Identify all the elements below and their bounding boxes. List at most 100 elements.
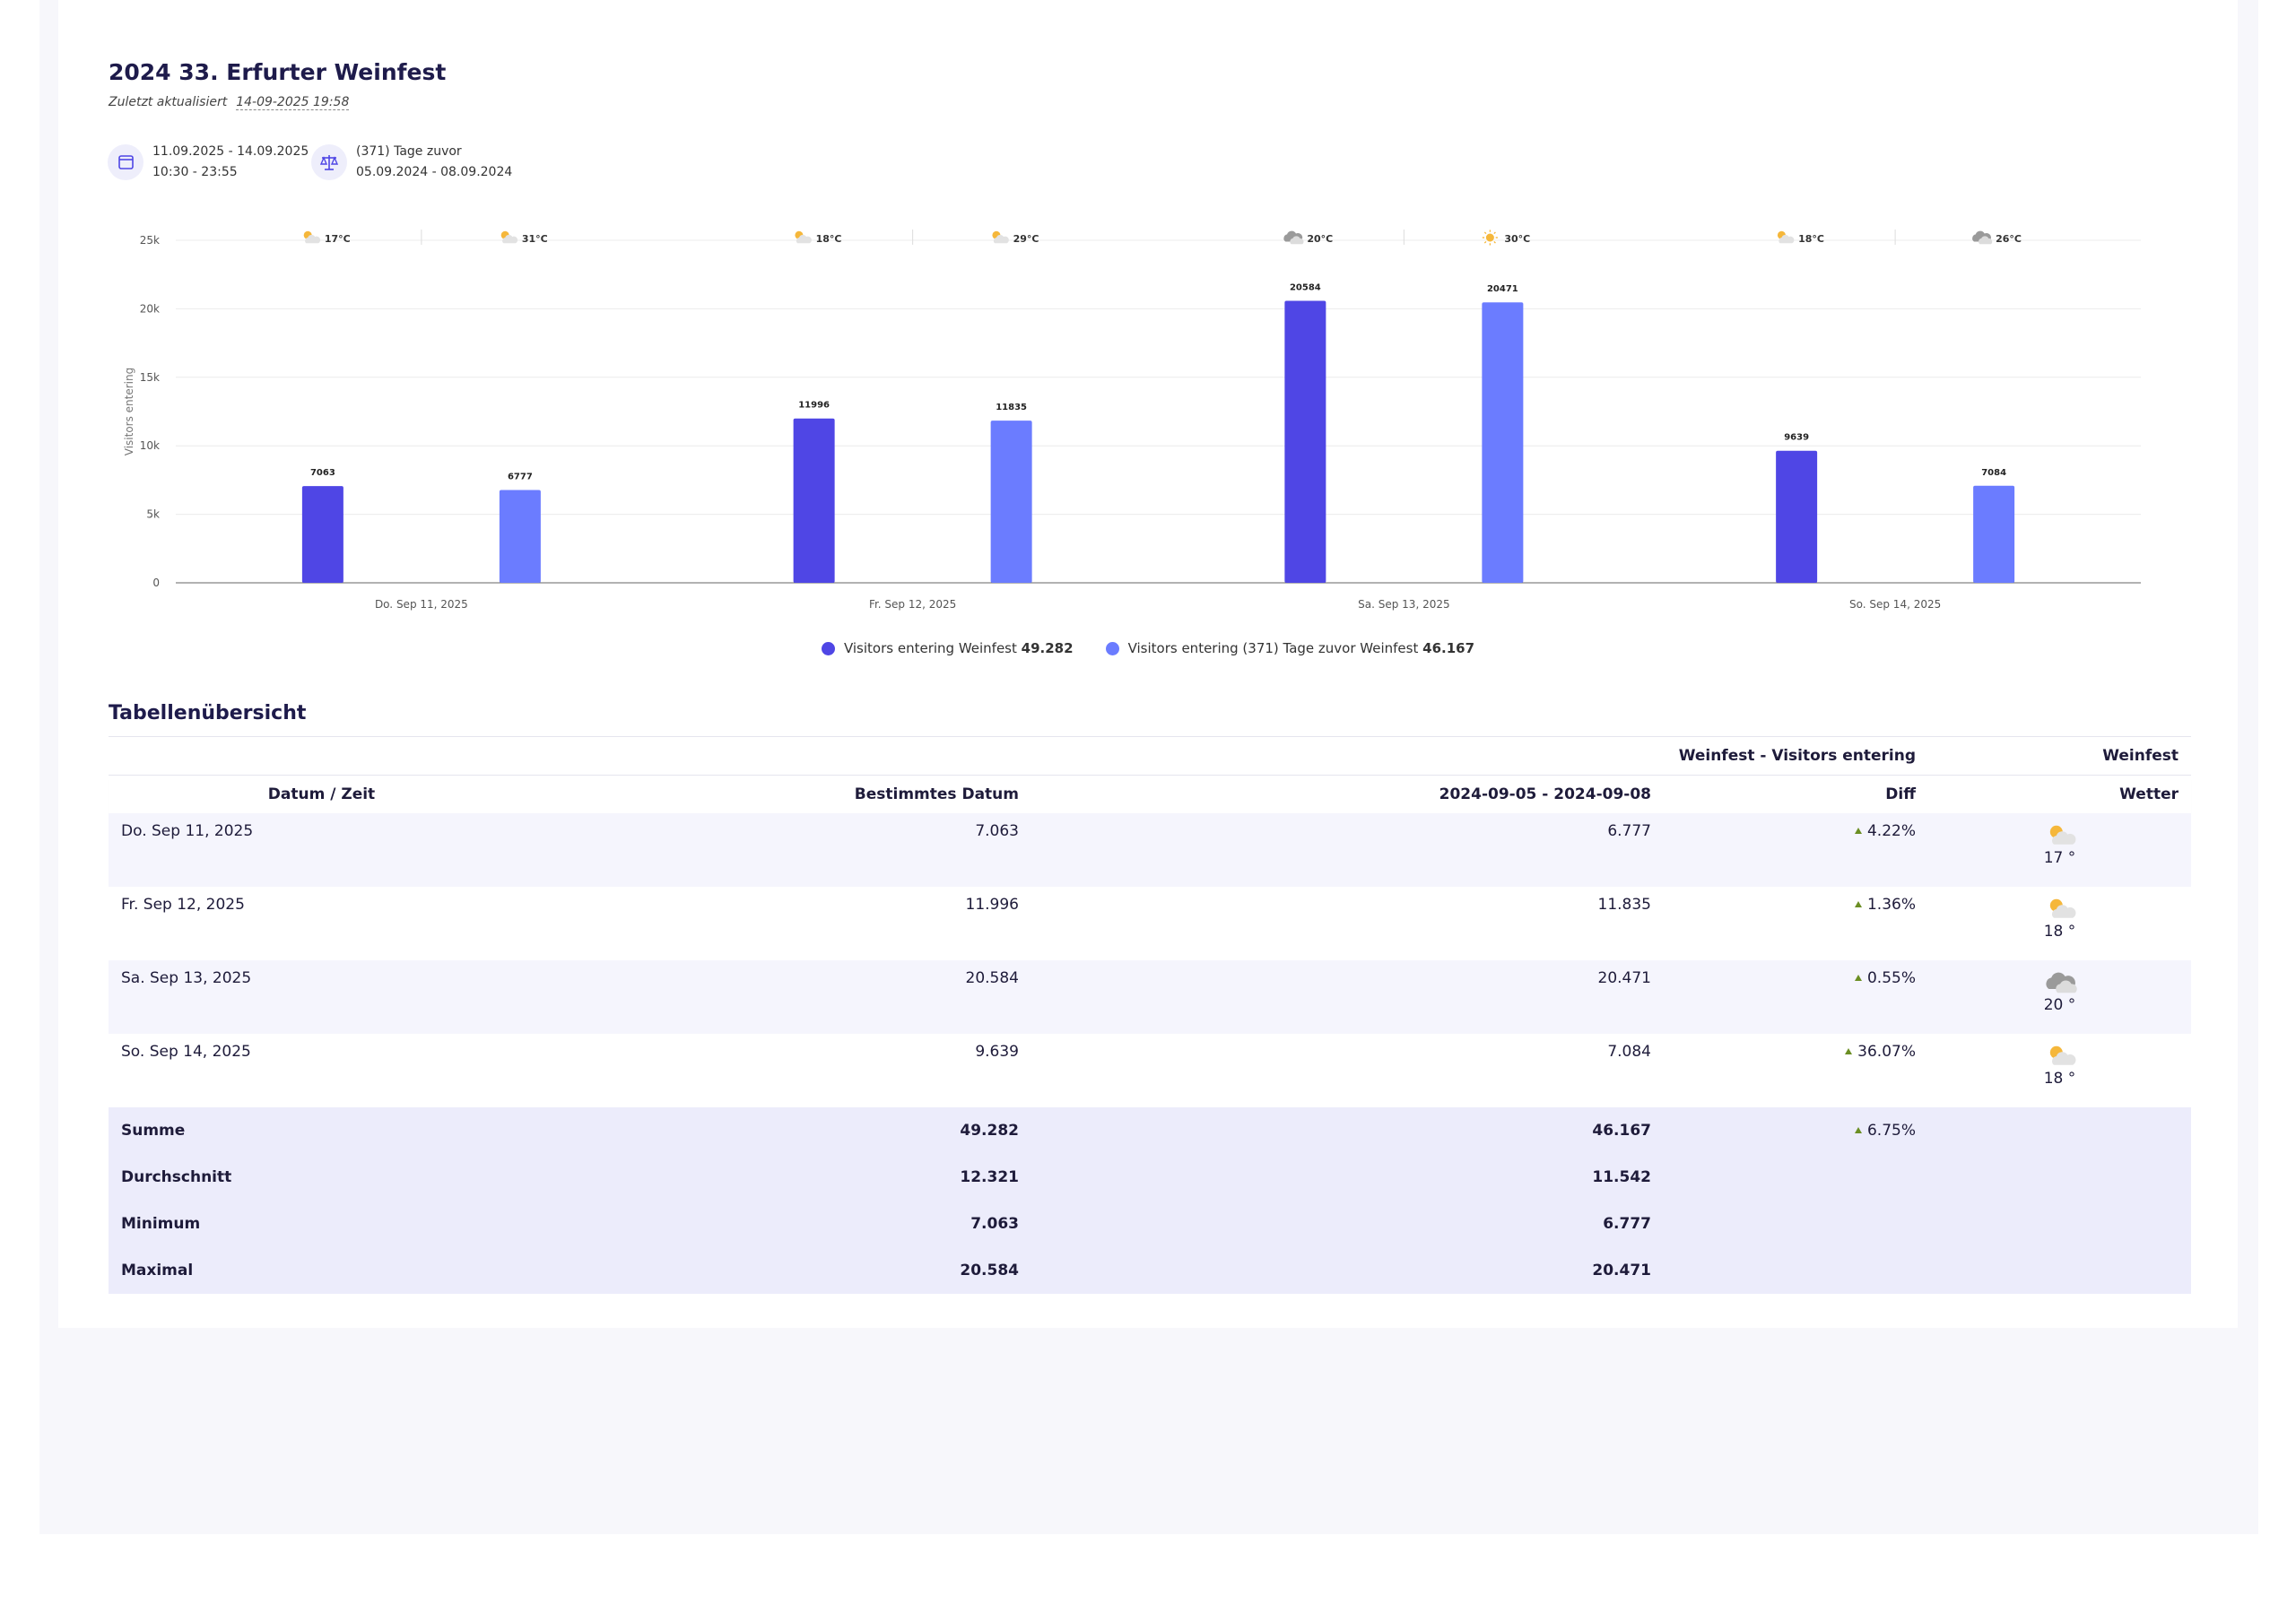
cloud <box>796 234 812 244</box>
diff-value: 4.22% <box>1866 822 1916 840</box>
summary-row: Durchschnitt 12.321 11.542 <box>109 1154 2191 1201</box>
cloud <box>305 234 321 244</box>
weather-cell: 18 ° <box>1928 887 2191 960</box>
summary-previous: 46.167 <box>1031 1107 1664 1154</box>
group-row: Weinfest - Visitors entering Weinfest <box>109 736 2191 776</box>
table-title: Tabellenübersicht <box>109 702 307 724</box>
up-arrow <box>1854 1127 1862 1133</box>
previous-cell: 6.777 <box>1031 813 1664 887</box>
value-label: 6777 <box>508 472 533 481</box>
current-cell: 11.996 <box>965 896 1019 914</box>
cloud <box>1290 236 1304 245</box>
weather-icon-box <box>2045 972 2077 993</box>
column-header: Bestimmtes Datum <box>535 775 1031 813</box>
legend: Visitors entering Weinfest 49.282 Visitor… <box>0 640 2296 656</box>
summary-current: 12.321 <box>535 1154 1031 1201</box>
cloud <box>993 234 1009 244</box>
updated: Zuletzt aktualisiert 14-09-2025 19:58 <box>109 95 350 110</box>
empty-header <box>1031 736 1664 776</box>
period: 11.09.2025 - 14.09.2025 10:30 - 23:55 <box>152 142 309 183</box>
diff-cell: 4.22% <box>1664 813 1928 887</box>
bar <box>1482 302 1524 583</box>
cloud <box>2051 831 2075 845</box>
bar <box>499 490 541 583</box>
summary-diff <box>1664 1201 1928 1247</box>
diff-value: 0.55% <box>1866 969 1916 987</box>
x-tick-label: Do. Sep 11, 2025 <box>375 598 468 611</box>
x-tick-label: Sa. Sep 13, 2025 <box>1358 598 1449 611</box>
table-row: So. Sep 14, 2025 9.639 7.084 36.07% 18 ° <box>109 1034 2191 1107</box>
summary-label: Minimum <box>109 1201 535 1247</box>
summary-row: Minimum 7.063 6.777 <box>109 1201 2191 1247</box>
legend-text: Visitors entering (371) Tage zuvor Weinf… <box>1128 640 1474 656</box>
page-title: 2024 33. Erfurter Weinfest <box>109 59 447 85</box>
header-row: Datum / Zeit Bestimmtes Datum 2024-09-05 -… <box>109 775 2191 813</box>
updated-label: Zuletzt aktualisiert <box>109 95 228 109</box>
summary-empty <box>1928 1107 2191 1154</box>
up-arrow <box>1854 901 1862 907</box>
legend-text: Visitors entering Weinfest 49.282 <box>844 640 1074 656</box>
period-times: 10:30 - 23:55 <box>152 165 238 179</box>
weather-icon <box>500 230 518 244</box>
weather-label: 20°C <box>1307 233 1333 245</box>
date-cell: Sa. Sep 13, 2025 <box>109 960 535 1034</box>
diff-cell: 36.07% <box>1664 1034 1928 1107</box>
bar <box>301 486 344 583</box>
compare-label: (371) Tage zuvor <box>356 144 462 159</box>
summary-empty <box>1928 1154 2191 1201</box>
table-row: Sa. Sep 13, 2025 20.584 20.471 0.55% 20 ° <box>109 960 2191 1034</box>
legend-dot <box>821 641 835 655</box>
date-cell: Fr. Sep 12, 2025 <box>121 896 245 914</box>
cloud <box>2055 980 2077 993</box>
cloud <box>502 234 518 244</box>
bar <box>1776 450 1818 583</box>
diff-value: 6.75% <box>1866 1122 1916 1140</box>
summary-label: Maximal <box>109 1247 535 1294</box>
summary-current: 49.282 <box>535 1107 1031 1154</box>
card <box>58 0 2238 1328</box>
y-tick-label: 0 <box>152 577 160 589</box>
bar <box>990 421 1032 583</box>
table-row: Fr. Sep 12, 2025 11.996 11.835 1.36% 18 ° <box>109 887 2191 960</box>
period-dates: 11.09.2025 - 14.09.2025 <box>152 144 309 159</box>
compare-dates: 05.09.2024 - 08.09.2024 <box>356 165 513 179</box>
weather-icon <box>303 230 321 244</box>
up-arrow <box>1854 975 1862 981</box>
legend-dot <box>1105 641 1119 655</box>
y-tick-label: 10k <box>140 439 160 452</box>
updated-time: 14-09-2025 19:58 <box>236 95 350 110</box>
summary-current: 7.063 <box>535 1201 1031 1247</box>
weather-cell: 17 ° <box>1928 813 2191 887</box>
summary-previous: 20.471 <box>1031 1247 1664 1294</box>
x-tick-label: Fr. Sep 12, 2025 <box>869 598 956 611</box>
date-cell: So. Sep 14, 2025 <box>121 1043 251 1061</box>
weather-temp: 20 ° <box>2043 996 2076 1014</box>
up-arrow <box>1854 828 1862 834</box>
weather-cell: 20 ° <box>1928 960 2191 1034</box>
up-arrow <box>1845 1048 1853 1054</box>
weather-icon-box <box>2049 825 2075 845</box>
summary-current: 20.584 <box>535 1247 1031 1294</box>
legend-name: Visitors entering (371) Tage zuvor Weinf… <box>1127 640 1419 656</box>
diff-cell: 0.55% <box>1664 960 1928 1034</box>
column-header: Diff <box>1664 775 1928 813</box>
legend-name: Visitors entering Weinfest <box>843 640 1017 656</box>
y-tick-label: 15k <box>140 371 160 384</box>
sun <box>1485 233 1494 242</box>
diff-cell: 1.36% <box>1664 887 1928 960</box>
sun-ray <box>1483 231 1487 235</box>
compare: (371) Tage zuvor 05.09.2024 - 08.09.2024 <box>356 142 512 183</box>
legend-item: Visitors entering Weinfest 49.282 <box>821 640 1074 656</box>
weather-icon <box>992 230 1009 244</box>
weather-icon <box>2045 972 2077 993</box>
weather-icon <box>795 230 812 244</box>
column-header: 2024-09-05 - 2024-09-08 <box>1031 775 1664 813</box>
weather-label: 17°C <box>325 233 351 245</box>
table-body: Do. Sep 11, 2025 7.063 6.777 4.22% 17 ° Fr. S… <box>109 813 2191 1294</box>
weather-label: 31°C <box>522 233 548 245</box>
summary-diff <box>1664 1247 1928 1294</box>
weather-icon <box>1283 230 1304 245</box>
value-label: 20471 <box>1487 284 1518 294</box>
empty-header <box>109 736 535 776</box>
